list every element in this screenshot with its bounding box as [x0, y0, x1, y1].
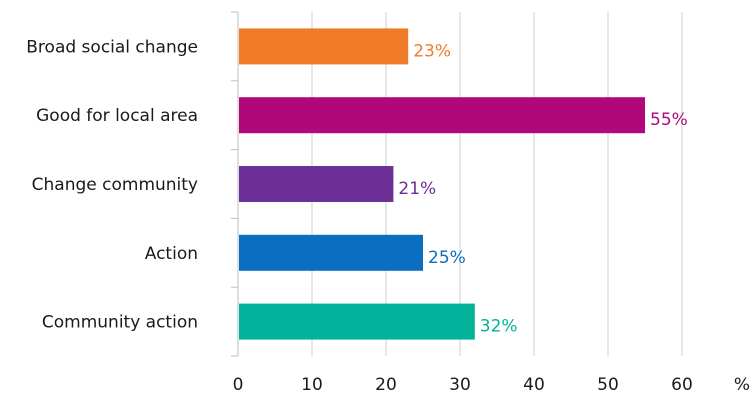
- data-label: 25%: [428, 248, 466, 268]
- category-label: Good for local area: [36, 106, 198, 126]
- labels: 0 10 20 30 40 50 60 Broad social change 23% Good …: [26, 37, 693, 395]
- x-tick-label-40: 40: [523, 375, 545, 395]
- x-tick-label-20: 20: [375, 375, 397, 395]
- axes: [231, 11, 239, 357]
- bar-action: [239, 234, 423, 271]
- x-tick-label-30: 30: [449, 375, 471, 395]
- data-label: 32%: [480, 317, 518, 337]
- data-label: 23%: [413, 41, 451, 61]
- x-tick-label-0: 0: [233, 375, 244, 395]
- x-axis-unit: %: [734, 375, 750, 395]
- bar-community-action: [239, 303, 475, 340]
- x-tick-label-60: 60: [671, 375, 693, 395]
- data-label: 21%: [398, 179, 436, 199]
- gridlines: [311, 12, 683, 356]
- category-label: Broad social change: [26, 37, 198, 57]
- category-label: Community action: [42, 313, 198, 333]
- data-label: 55%: [650, 110, 688, 130]
- bar-change-community: [239, 166, 394, 202]
- bars: [239, 28, 645, 340]
- category-label: Change community: [32, 175, 198, 195]
- x-tick-label-10: 10: [301, 375, 323, 395]
- bar-broad-social-change: [239, 28, 409, 65]
- category-label: Action: [145, 244, 198, 264]
- bar-good-for-local-area: [239, 97, 645, 134]
- x-tick-label-50: 50: [597, 375, 619, 395]
